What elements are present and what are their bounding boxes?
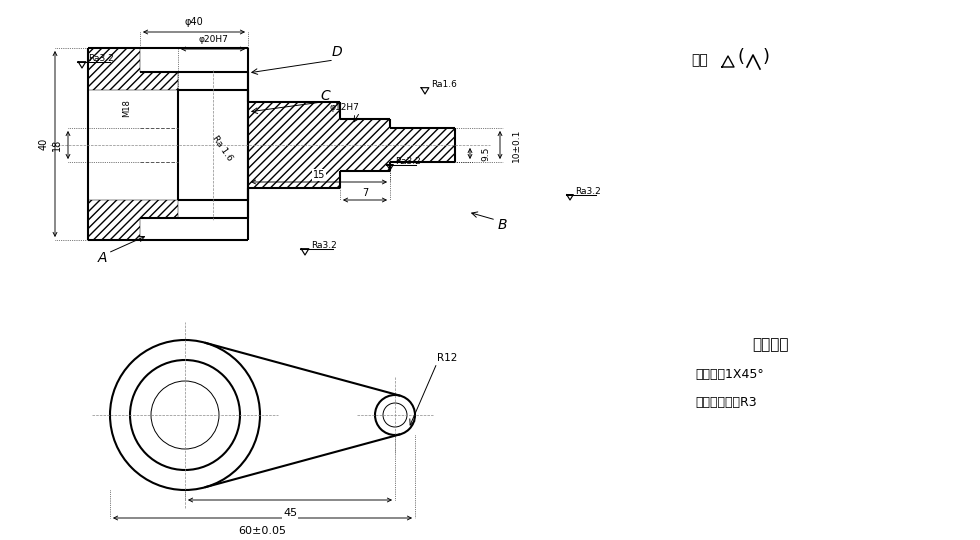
Text: 45: 45 [283,508,297,518]
Text: 未注倒角1X45°: 未注倒角1X45° [695,368,763,381]
Text: R12: R12 [437,353,458,363]
Text: D: D [331,45,342,59]
Text: 18: 18 [52,139,62,151]
Text: B: B [497,218,507,232]
Text: M18: M18 [122,99,131,117]
Text: (: ( [738,48,745,66]
Text: Ra1.6: Ra1.6 [431,80,457,89]
Text: φ40: φ40 [184,17,204,27]
Text: ): ) [762,48,769,66]
Text: C: C [320,89,330,103]
Text: 技术要求: 技术要求 [752,338,788,353]
Text: Ra3.2: Ra3.2 [88,53,114,63]
Text: 40: 40 [39,138,49,150]
Text: 未注铸造圆角R3: 未注铸造圆角R3 [695,396,757,409]
Text: 其余: 其余 [692,53,709,67]
Text: A: A [97,251,107,265]
Text: φ12H7: φ12H7 [329,103,359,111]
Text: Ra3.2: Ra3.2 [311,241,336,249]
Text: Ra3.2: Ra3.2 [575,187,601,195]
Text: Ra3.2: Ra3.2 [395,157,421,166]
Text: φ20H7: φ20H7 [198,36,228,44]
Text: 60±0.05: 60±0.05 [238,526,286,536]
Text: Ra 1.6: Ra 1.6 [210,133,234,163]
Text: 7: 7 [362,188,368,198]
Text: 9.5: 9.5 [481,146,490,161]
Text: 15: 15 [313,170,325,180]
Text: 10±0.1: 10±0.1 [512,129,521,161]
